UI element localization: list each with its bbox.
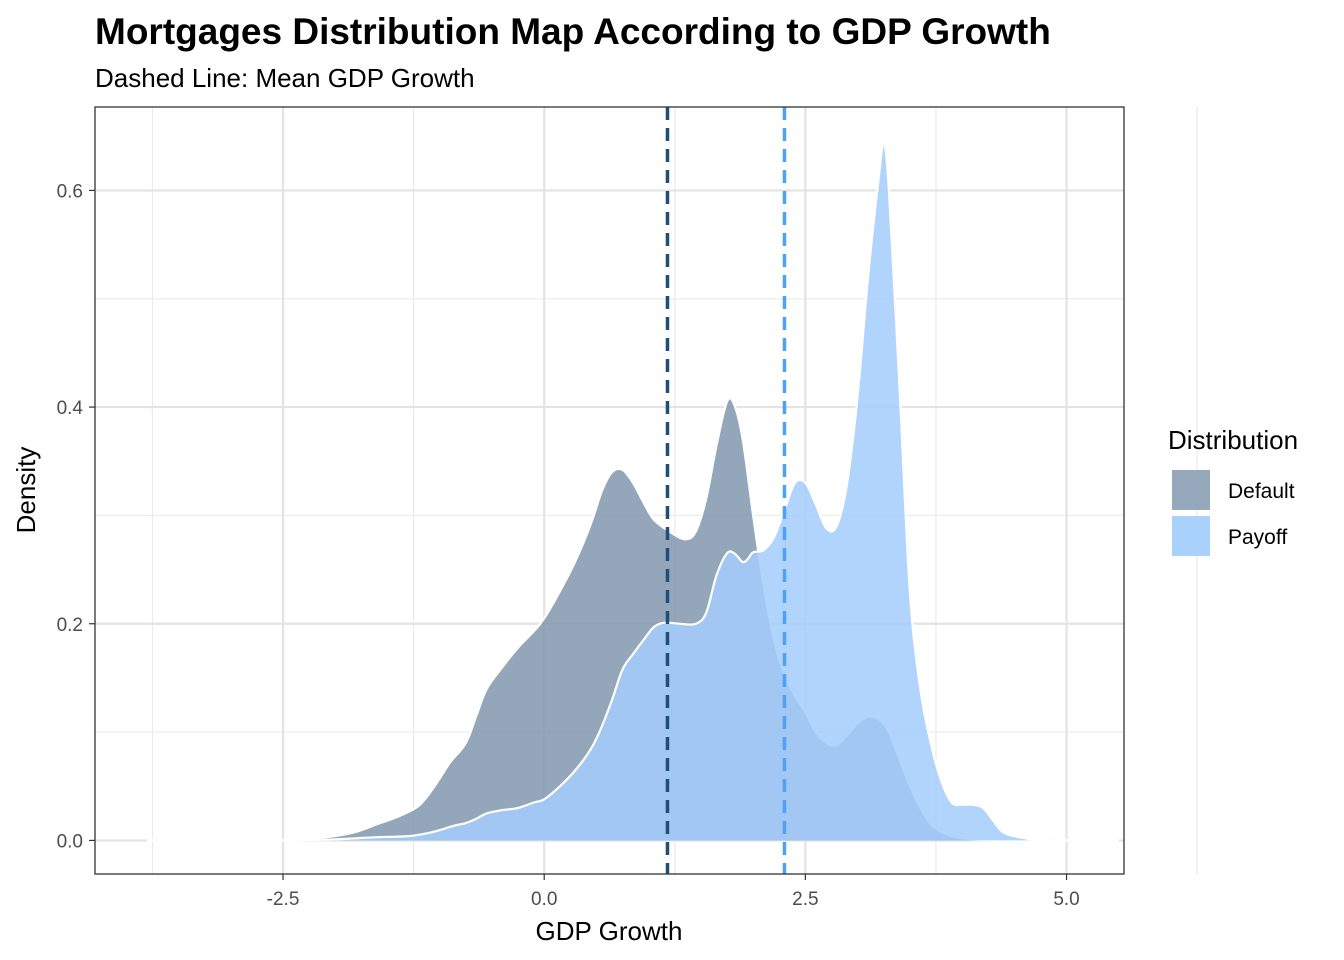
y-tick-label: 0.0 [57,831,83,852]
y-axis-title: Density [11,447,41,534]
x-axis-title: GDP Growth [536,916,683,946]
y-tick-label: 0.4 [57,398,84,419]
y-tick-label: 0.2 [57,615,83,636]
legend-swatch-default [1172,470,1210,510]
y-axis: 0.0 0.2 0.4 0.6 [57,181,95,852]
legend-label-payoff: Payoff [1228,526,1287,549]
legend-label-default: Default [1228,480,1295,503]
x-tick-label: 2.5 [792,889,818,910]
mean-lines [665,107,787,874]
density-outline-payoff [147,142,1119,842]
chart-title: Mortgages Distribution Map According to … [95,11,1051,52]
chart-subtitle: Dashed Line: Mean GDP Growth [95,63,475,93]
x-tick-label: 5.0 [1053,889,1079,910]
legend-title: Distribution [1168,425,1298,455]
x-tick-label: -2.5 [267,889,300,910]
x-axis: -2.5 0.0 2.5 5.0 [267,874,1080,910]
legend: Distribution Default Payoff [1168,425,1298,556]
x-tick-label: 0.0 [531,889,557,910]
density-areas [147,142,1119,842]
legend-swatch-payoff [1172,516,1210,556]
plot-panel-border [94,106,1125,875]
density-area-payoff [147,143,1119,841]
y-tick-label: 0.6 [57,181,83,202]
